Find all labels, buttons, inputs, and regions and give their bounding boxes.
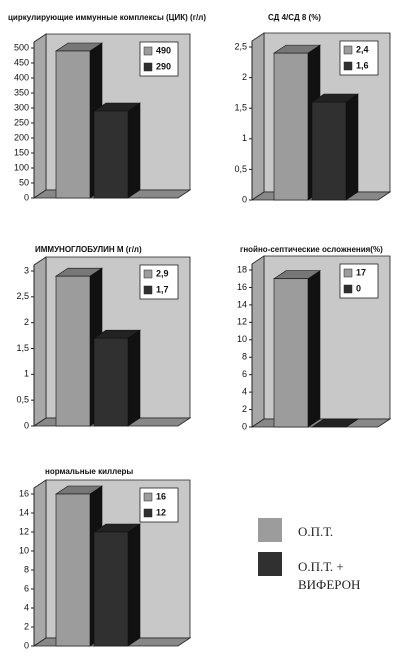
y-tick-label: 0	[24, 640, 29, 650]
value-label: 2,9	[156, 268, 169, 278]
value-legend-swatch	[343, 61, 353, 71]
y-tick-label: 0	[242, 194, 247, 204]
bar	[273, 278, 309, 428]
value-legend-swatch	[343, 284, 353, 294]
bar-top	[311, 418, 359, 428]
y-tick-label: 10	[19, 545, 29, 555]
y-tick-label: 2	[242, 72, 247, 82]
y-tick-label: 12	[237, 317, 247, 327]
y-tick-label: 18	[237, 264, 247, 274]
value-label: 12	[156, 507, 166, 517]
legend-label: О.П.Т.	[298, 524, 334, 539]
value-label: 1,6	[356, 60, 369, 70]
y-tick-label: 0,5	[234, 164, 247, 174]
bar	[93, 531, 129, 647]
y-tick-label: 450	[14, 57, 29, 67]
value-legend-swatch	[143, 62, 153, 72]
y-tick-label: 1,5	[16, 343, 29, 353]
side-wall	[33, 33, 47, 199]
y-tick-label: 3	[24, 265, 29, 275]
bar	[55, 275, 91, 427]
value-legend-swatch	[143, 492, 153, 502]
y-tick-label: 500	[14, 42, 29, 52]
value-label: 17	[356, 267, 366, 277]
chart-title: нормальные киллеры	[45, 467, 133, 476]
y-tick-label: 4	[242, 386, 247, 396]
bar-side	[307, 270, 321, 428]
chart-title: циркулирующие иммунные комплексы (ЦИК) (…	[8, 13, 206, 22]
value-label: 1,7	[156, 284, 169, 294]
side-wall	[251, 255, 265, 428]
y-tick-label: 10	[237, 334, 247, 344]
legend-swatch	[258, 552, 282, 576]
bar	[273, 52, 309, 201]
y-tick-label: 2	[24, 317, 29, 327]
y-tick-label: 300	[14, 102, 29, 112]
y-tick-label: 14	[237, 299, 247, 309]
side-wall	[33, 256, 47, 427]
y-tick-label: 250	[14, 117, 29, 127]
value-legend-swatch	[143, 46, 153, 56]
side-wall	[33, 479, 47, 647]
chart-title: СД 4/СД 8 (%)	[268, 13, 321, 22]
bar	[55, 50, 91, 199]
y-tick-label: 0	[242, 421, 247, 431]
y-tick-label: 150	[14, 147, 29, 157]
y-tick-label: 350	[14, 87, 29, 97]
chart-title: ИММУНОГЛОБУЛИН М (г/л)	[35, 245, 142, 254]
y-tick-label: 2,5	[234, 41, 247, 51]
y-tick-label: 0,5	[16, 395, 29, 405]
value-label: 16	[156, 491, 166, 501]
y-tick-label: 16	[19, 488, 29, 498]
bar	[55, 493, 91, 647]
value-label: 290	[156, 61, 171, 71]
y-tick-label: 0	[24, 420, 29, 430]
value-legend-swatch	[143, 269, 153, 279]
y-tick-label: 100	[14, 162, 29, 172]
y-tick-label: 8	[242, 352, 247, 362]
y-tick-label: 2,5	[16, 291, 29, 301]
value-label: 490	[156, 45, 171, 55]
y-tick-label: 0	[24, 192, 29, 202]
y-tick-label: 6	[24, 583, 29, 593]
bar	[311, 101, 347, 201]
value-legend-swatch	[343, 45, 353, 55]
y-tick-label: 2	[242, 404, 247, 414]
bar-side	[345, 93, 359, 201]
y-tick-label: 16	[237, 282, 247, 292]
y-tick-label: 1	[242, 133, 247, 143]
bar-side	[127, 329, 141, 427]
y-tick-label: 8	[24, 564, 29, 574]
value-legend-swatch	[143, 508, 153, 518]
legend-label: О.П.Т. + ВИФЕРОН	[298, 559, 361, 592]
bar-side	[127, 102, 141, 199]
y-tick-label: 6	[242, 369, 247, 379]
y-tick-label: 14	[19, 507, 29, 517]
y-tick-label: 12	[19, 526, 29, 536]
y-tick-label: 2	[24, 621, 29, 631]
bar-side	[127, 523, 141, 647]
value-label: 0	[356, 283, 361, 293]
bar	[93, 337, 129, 427]
legend-swatch	[258, 518, 282, 542]
chart-title: гнойно-септические осложнения(%)	[240, 245, 383, 254]
side-wall	[251, 32, 265, 201]
bar	[93, 110, 129, 199]
y-tick-label: 50	[19, 177, 29, 187]
y-tick-label: 200	[14, 132, 29, 142]
value-legend-swatch	[143, 285, 153, 295]
y-tick-label: 400	[14, 72, 29, 82]
y-tick-label: 1,5	[234, 103, 247, 113]
y-tick-label: 4	[24, 602, 29, 612]
y-tick-label: 1	[24, 369, 29, 379]
value-label: 2,4	[356, 44, 369, 54]
value-legend-swatch	[343, 268, 353, 278]
